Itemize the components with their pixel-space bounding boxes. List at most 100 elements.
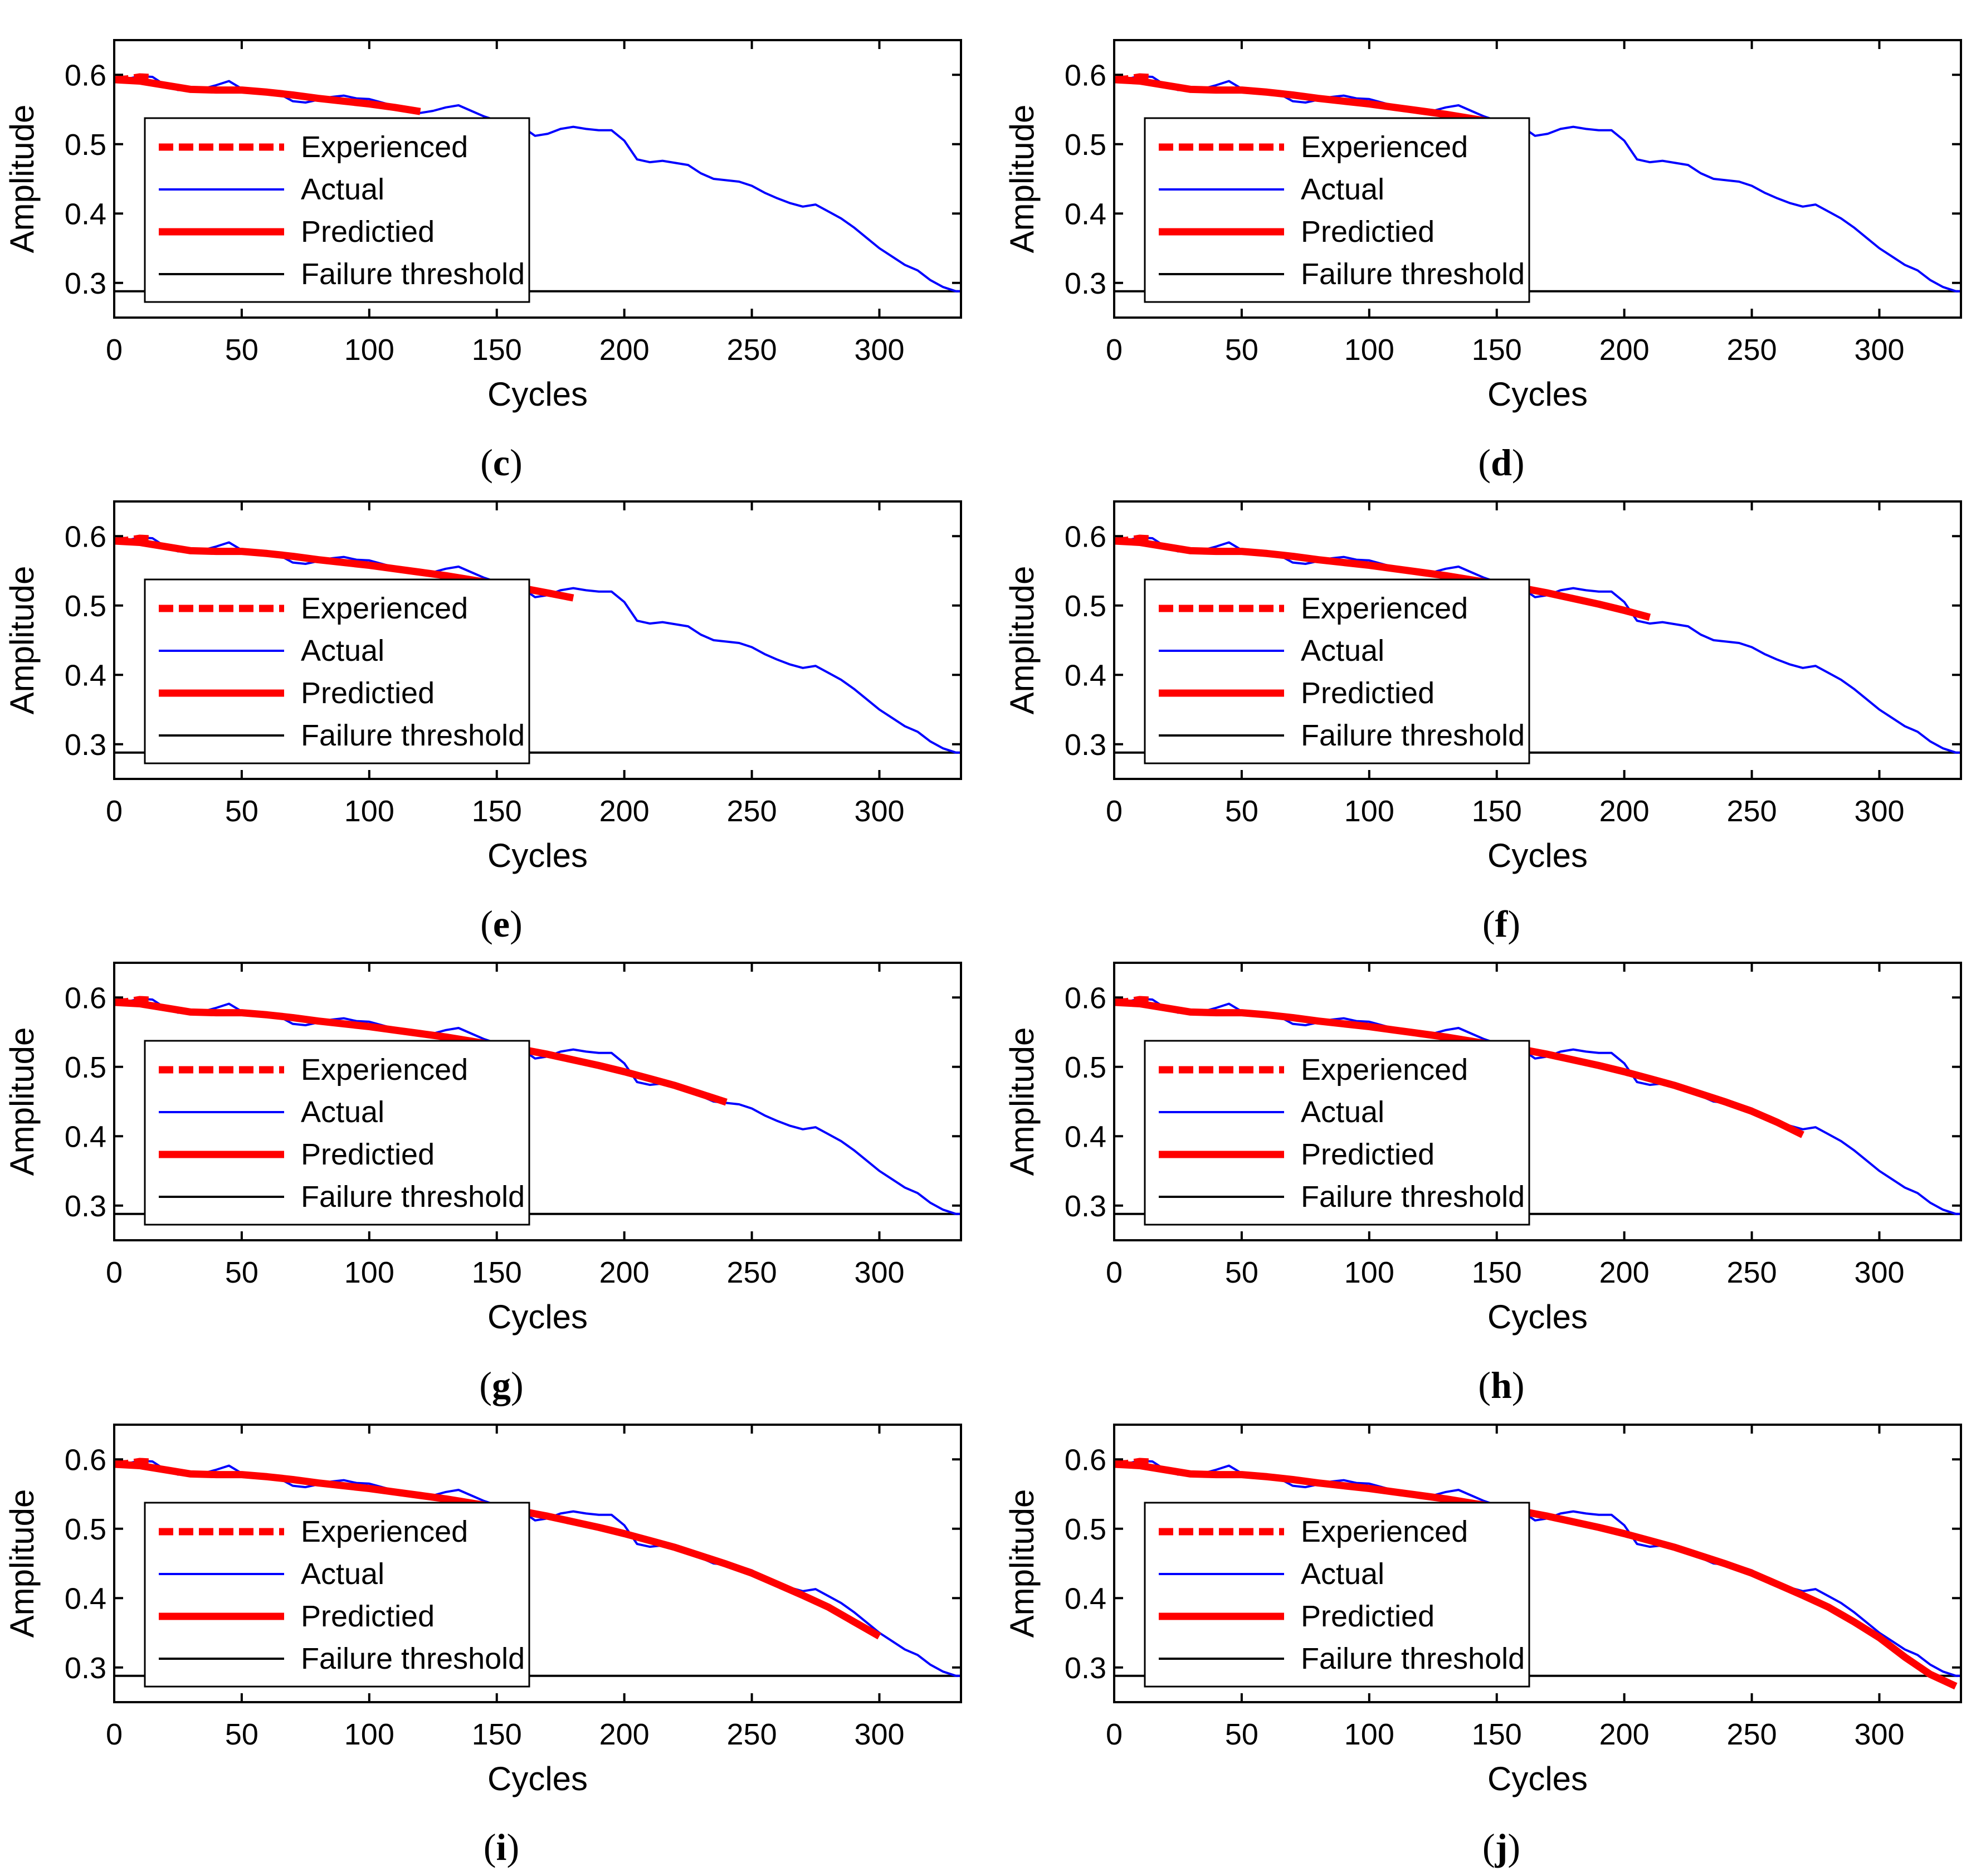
experienced-line <box>114 996 153 1006</box>
axes-box <box>113 962 962 1241</box>
x-axis-label: Cycles <box>1487 376 1588 413</box>
x-tick-label: 100 <box>344 1256 394 1289</box>
y-tick-label: 0.5 <box>65 1513 106 1546</box>
x-tick-label: 200 <box>1599 795 1650 828</box>
predicted-line <box>1114 537 1651 621</box>
y-tick-label: 0.4 <box>65 1120 106 1153</box>
y-tick-label: 0.3 <box>1065 267 1106 300</box>
x-tick-label: 200 <box>599 333 650 367</box>
x-tick-label: 150 <box>472 333 522 367</box>
panel-caption: (g) <box>479 1364 523 1406</box>
caption-paren-open: ( <box>1482 903 1495 945</box>
x-tick-label: 250 <box>727 1718 777 1751</box>
caption-letter: d <box>1491 441 1512 484</box>
x-tick-label: 250 <box>727 795 777 828</box>
plot-area <box>1114 996 1961 1215</box>
chart-panel-f: 0 50 100 150 200 250 300 0.3 0.4 0.5 0.6 Cycles Ampl… <box>1003 500 1962 945</box>
experienced-line <box>114 534 153 545</box>
caption-paren-close: ) <box>511 1364 524 1406</box>
panel-caption: (d) <box>1478 441 1524 484</box>
caption-paren-close: ) <box>1512 441 1525 484</box>
predicted-line <box>1114 1460 1958 1690</box>
x-tick-label: 0 <box>106 333 123 367</box>
x-tick-label: 250 <box>1727 1718 1777 1751</box>
x-tick-label: 200 <box>1599 1256 1650 1289</box>
y-tick-label: 0.5 <box>1065 589 1106 623</box>
caption-letter: j <box>1495 1826 1508 1868</box>
x-tick-label: 250 <box>727 333 777 367</box>
legend-label: Predictied <box>301 1138 435 1171</box>
x-axis-label: Cycles <box>487 837 588 874</box>
predicted-line <box>1114 76 1497 126</box>
y-axis-label: Amplitude <box>3 105 41 254</box>
x-tick-label: 50 <box>225 795 258 828</box>
legend: Experienced Actual Predictied Failure thres… <box>1144 1040 1530 1226</box>
x-tick-label: 300 <box>1854 1718 1904 1751</box>
y-tick-label: 0.3 <box>65 1190 106 1223</box>
x-tick-label: 300 <box>1854 1256 1904 1289</box>
x-tick-label: 100 <box>1344 1718 1394 1751</box>
x-tick-label: 150 <box>472 795 522 828</box>
y-tick-label: 0.5 <box>65 589 106 623</box>
legend-label: Failure threshold <box>301 719 525 752</box>
legend-label: Actual <box>1301 634 1384 667</box>
caption-paren-open: ( <box>479 1364 492 1406</box>
y-tick-label: 0.4 <box>1065 1582 1106 1615</box>
x-tick-label: 50 <box>1225 333 1258 367</box>
x-tick-label: 200 <box>1599 1718 1650 1751</box>
x-tick-label: 250 <box>1727 1256 1777 1289</box>
caption-paren-open: ( <box>480 903 493 945</box>
x-tick-label: 0 <box>106 795 123 828</box>
y-tick-label: 0.6 <box>1065 1443 1106 1477</box>
caption-paren-close: ) <box>506 1826 519 1868</box>
x-tick-label: 250 <box>727 1256 777 1289</box>
panel-caption: (i) <box>484 1826 519 1868</box>
legend-label: Failure threshold <box>1301 1642 1525 1675</box>
y-tick-label: 0.3 <box>65 728 106 762</box>
panel-caption: (h) <box>1478 1364 1524 1406</box>
predicted-line <box>1114 998 1804 1138</box>
legend-label: Experienced <box>301 1053 468 1086</box>
legend-label: Experienced <box>1301 1515 1468 1548</box>
x-axis-label: Cycles <box>487 1298 588 1336</box>
legend-label: Actual <box>301 634 384 667</box>
legend: Experienced Actual Predictied Failure thres… <box>144 1040 530 1226</box>
axes-box <box>1113 962 1962 1241</box>
y-axis-label: Amplitude <box>1003 105 1041 254</box>
caption-paren-close: ) <box>510 903 523 945</box>
y-axis-label: Amplitude <box>3 1489 41 1638</box>
caption-letter: i <box>496 1826 507 1868</box>
y-tick-label: 0.6 <box>65 1443 106 1477</box>
x-tick-label: 50 <box>1225 1256 1258 1289</box>
chart-panel-d: 0 50 100 150 200 250 300 0.3 0.4 0.5 0.6 Cycles Ampl… <box>1003 39 1962 484</box>
x-tick-label: 0 <box>1106 333 1123 367</box>
predicted-line <box>114 998 728 1106</box>
y-tick-label: 0.4 <box>1065 1120 1106 1153</box>
chart-panel-j: 0 50 100 150 200 250 300 0.3 0.4 0.5 0.6 Cycles Ampl… <box>1003 1424 1962 1868</box>
legend-label: Failure threshold <box>301 1642 525 1675</box>
legend-label: Failure threshold <box>301 1180 525 1214</box>
x-tick-label: 300 <box>854 1256 904 1289</box>
y-axis-label: Amplitude <box>1003 566 1041 715</box>
y-tick-label: 0.3 <box>1065 1190 1106 1223</box>
caption-paren-open: ( <box>1478 1364 1491 1406</box>
x-tick-label: 0 <box>106 1718 123 1751</box>
legend-label: Failure threshold <box>1301 1180 1525 1214</box>
legend-label: Experienced <box>1301 130 1468 164</box>
y-tick-label: 0.6 <box>65 520 106 553</box>
legend-label: Failure threshold <box>1301 257 1525 291</box>
chart-panel-e: 0 50 100 150 200 250 300 0.3 0.4 0.5 0.6 Cycles Ampl… <box>3 500 962 945</box>
chart-panel-h: 0 50 100 150 200 250 300 0.3 0.4 0.5 0.6 Cycles Ampl… <box>1003 962 1962 1406</box>
legend: Experienced Actual Predictied Failure thres… <box>144 578 530 764</box>
caption-paren-open: ( <box>480 441 493 484</box>
x-tick-label: 300 <box>854 795 904 828</box>
x-tick-label: 300 <box>854 333 904 367</box>
legend-label: Actual <box>1301 173 1384 206</box>
x-tick-label: 200 <box>1599 333 1650 367</box>
axes-box <box>113 39 962 319</box>
y-tick-label: 0.6 <box>65 981 106 1015</box>
x-tick-label: 50 <box>1225 1718 1258 1751</box>
legend-label: Actual <box>1301 1095 1384 1129</box>
legend-label: Failure threshold <box>301 257 525 291</box>
